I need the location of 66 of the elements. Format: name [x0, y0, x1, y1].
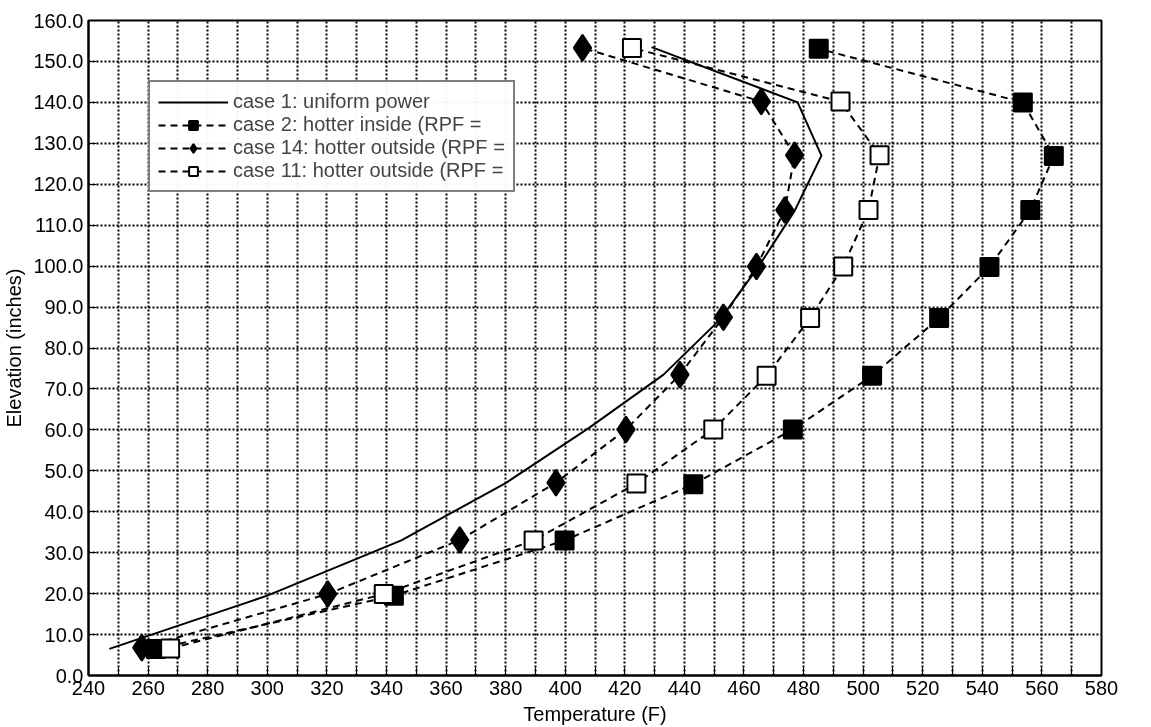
point: [929, 308, 950, 329]
y-tick-label: 30.0: [44, 541, 84, 564]
x-tick-label: 260: [131, 676, 165, 699]
x-tick-label: 460: [727, 676, 761, 699]
y-tick-label: 60.0: [44, 418, 84, 441]
y-tick-label: 150.0: [33, 50, 84, 73]
x-tick-label: 520: [906, 676, 940, 699]
legend-label: case 2: hotter inside (RPF =: [233, 113, 482, 136]
point: [523, 530, 544, 551]
point: [713, 303, 734, 332]
x-tick-label: 560: [1025, 676, 1059, 699]
point: [626, 473, 647, 494]
x-tick-label: 320: [310, 676, 344, 699]
y-tick-label: 50.0: [44, 459, 84, 482]
y-tick-label: 130.0: [33, 132, 84, 155]
y-tick-label: 90.0: [44, 296, 84, 319]
x-tick-label: 480: [786, 676, 821, 699]
legend-label: case 1: uniform power: [233, 90, 430, 113]
point: [621, 37, 642, 58]
point: [746, 252, 767, 281]
y-tick-label: 20.0: [44, 582, 84, 605]
point: [572, 33, 593, 62]
point: [703, 419, 724, 440]
point: [784, 141, 805, 170]
y-tick-label: 70.0: [44, 377, 84, 400]
point: [869, 145, 890, 166]
y-tick-label: 160.0: [33, 9, 84, 32]
x-tick-label: 420: [608, 676, 642, 699]
point: [800, 308, 821, 329]
x-tick-label: 300: [250, 676, 284, 699]
legend-label: case 11: hotter outside (RPF =: [233, 159, 504, 182]
point: [1020, 200, 1041, 221]
point: [862, 365, 883, 386]
y-tick-label: 100.0: [33, 255, 84, 278]
legend-label: case 14: hotter outside (RPF =: [233, 136, 505, 159]
x-tick-label: 580: [1084, 676, 1119, 699]
point: [808, 38, 829, 59]
point: [830, 91, 851, 112]
point: [833, 256, 854, 277]
y-tick-label: 120.0: [33, 173, 84, 196]
y-tick-label: 80.0: [44, 337, 84, 359]
y-tick-label: 110.0: [34, 214, 84, 237]
point: [1043, 146, 1064, 166]
y-tick-label: 140.0: [33, 91, 84, 114]
y-axis-title: Elevation (inches): [3, 268, 26, 428]
x-tick-label: 540: [965, 676, 1000, 699]
x-tick-label: 440: [667, 676, 702, 699]
point: [979, 256, 1000, 277]
x-tick-label: 500: [846, 676, 880, 699]
x-tick-label: 400: [548, 676, 582, 699]
point: [373, 584, 394, 605]
x-tick-label: 280: [190, 676, 225, 699]
x-tick-label: 360: [429, 676, 463, 699]
point: [683, 474, 704, 495]
point: [782, 419, 803, 440]
point: [450, 526, 470, 554]
point: [554, 530, 575, 551]
y-tick-label: 40.0: [44, 500, 84, 523]
point: [160, 638, 181, 659]
point: [858, 200, 879, 221]
point: [1012, 92, 1033, 113]
y-tick-label: 10.0: [44, 623, 84, 646]
point: [756, 365, 777, 386]
x-tick-label: 340: [369, 676, 404, 699]
x-axis-title: Temperature (F): [523, 702, 667, 725]
x-tick-label: 380: [488, 676, 523, 699]
